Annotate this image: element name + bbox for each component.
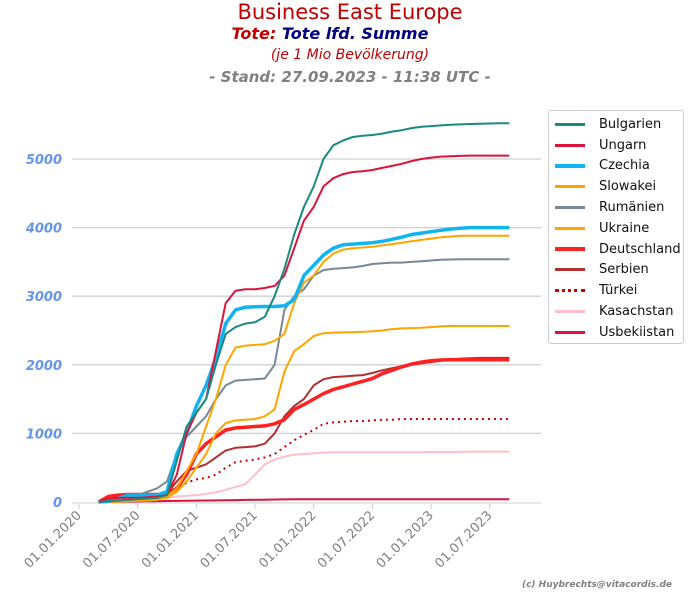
series-line-usbekiistan xyxy=(98,498,510,503)
chart-subtitle: Tote: Tote lfd. Summe xyxy=(0,24,680,43)
chart-title: Business East Europe xyxy=(237,0,463,24)
legend-swatch xyxy=(555,185,585,189)
legend-swatch xyxy=(555,247,585,252)
copyright: (c) Huybrechts@vitacordis.de xyxy=(521,580,672,590)
x-tick-label: 01.01.2023 xyxy=(374,508,437,571)
legend-label: Ukraine xyxy=(599,220,650,236)
legend-label: Serbien xyxy=(599,262,649,278)
y-tick-label: 3000 xyxy=(26,290,62,305)
legend-swatch xyxy=(555,163,585,168)
legend: Bulgarien Ungarn Czechia Slowakei Rumänien Uk… xyxy=(548,110,684,344)
y-tick-label: 5000 xyxy=(26,153,62,168)
legend-label: Slowakei xyxy=(599,179,657,195)
chart-subtitle-unit: (je 1 Mio Bevölkerung) xyxy=(270,47,430,63)
legend-swatch xyxy=(555,206,585,210)
subtitle-prefix: Tote: xyxy=(231,24,277,43)
y-tick-label: 0 xyxy=(53,496,62,511)
legend-swatch xyxy=(555,226,585,230)
legend-item: Serbien xyxy=(549,260,683,281)
x-tick-label: 01.07.2023 xyxy=(432,508,495,571)
y-tick-label: 1000 xyxy=(26,427,62,442)
legend-label: Czechia xyxy=(599,158,650,174)
series-line-ukraine xyxy=(98,325,510,503)
legend-swatch xyxy=(555,122,585,126)
legend-swatch xyxy=(555,289,585,293)
y-tick-label: 2000 xyxy=(26,359,62,374)
legend-swatch xyxy=(555,268,585,272)
legend-item: Ukraine xyxy=(549,218,683,239)
legend-item: Deutschland xyxy=(549,239,683,260)
legend-label: Kasachstan xyxy=(599,304,674,320)
chart-timestamp: - Stand: 27.09.2023 - 11:38 UTC - xyxy=(209,68,491,86)
legend-item: Türkei xyxy=(549,280,683,301)
x-tick-label: 01.07.2021 xyxy=(198,508,261,571)
legend-item: Rumänien xyxy=(549,197,683,218)
legend-label: Ungarn xyxy=(599,137,647,153)
series-line-bulgarien xyxy=(98,122,510,503)
legend-item: Slowakei xyxy=(549,176,683,197)
legend-item: Ungarn xyxy=(549,135,683,156)
series-line-slowakei xyxy=(98,234,510,503)
series-line-rumänien xyxy=(98,258,510,503)
legend-label: Türkei xyxy=(599,283,638,299)
x-tick-label: 01.07.2020 xyxy=(80,508,143,571)
legend-item: Czechia xyxy=(549,156,683,177)
legend-label: Bulgarien xyxy=(599,116,662,132)
legend-swatch xyxy=(555,330,585,334)
legend-label: Rumänien xyxy=(599,200,665,216)
x-tick-label: 01.07.2022 xyxy=(315,508,378,571)
series-line-serbien xyxy=(98,356,510,503)
legend-label: Usbekiistan xyxy=(599,324,675,340)
legend-swatch xyxy=(555,143,585,147)
legend-item: Kasachstan xyxy=(549,301,683,322)
x-tick-label: 01.01.2022 xyxy=(256,508,319,571)
x-tick-label: 01.01.2021 xyxy=(139,508,202,571)
legend-swatch xyxy=(555,310,585,314)
legend-item: Usbekiistan xyxy=(549,322,683,343)
y-tick-label: 4000 xyxy=(25,222,62,237)
legend-label: Deutschland xyxy=(599,241,681,257)
x-tick-label: 01.01.2020 xyxy=(22,508,85,571)
series-line-türkei xyxy=(98,418,510,503)
subtitle-main: Tote lfd. Summe xyxy=(281,24,429,43)
legend-item: Bulgarien xyxy=(549,114,683,135)
series-line-deutschland xyxy=(97,357,510,504)
